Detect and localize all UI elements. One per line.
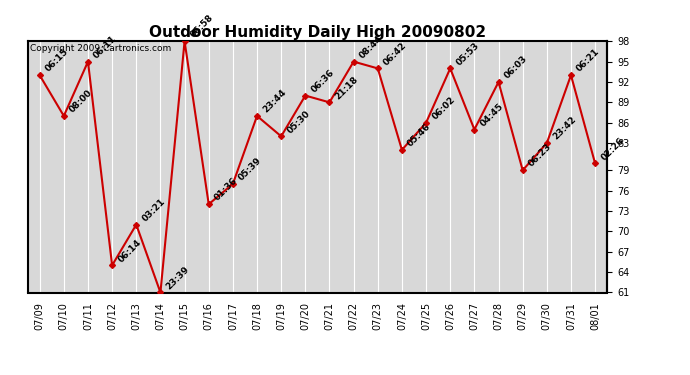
Text: 05:46: 05:46 <box>406 122 433 148</box>
Text: Copyright 2009 Cartronics.com: Copyright 2009 Cartronics.com <box>30 44 172 53</box>
Text: 06:58: 06:58 <box>189 13 215 40</box>
Text: 06:15: 06:15 <box>44 47 70 74</box>
Text: 05:39: 05:39 <box>237 156 264 183</box>
Text: 06:03: 06:03 <box>503 54 529 81</box>
Text: 06:11: 06:11 <box>92 34 119 60</box>
Text: 21:18: 21:18 <box>334 74 360 101</box>
Text: 08:00: 08:00 <box>68 88 95 114</box>
Text: 01:36: 01:36 <box>213 176 239 203</box>
Text: 03:21: 03:21 <box>141 197 167 223</box>
Text: 08:44: 08:44 <box>358 33 384 60</box>
Text: 06:36: 06:36 <box>310 68 336 94</box>
Text: 06:42: 06:42 <box>382 40 408 67</box>
Text: 23:39: 23:39 <box>165 264 191 291</box>
Text: 05:30: 05:30 <box>286 108 312 135</box>
Text: 02:26: 02:26 <box>600 136 626 162</box>
Text: 06:02: 06:02 <box>431 95 457 122</box>
Title: Outdoor Humidity Daily High 20090802: Outdoor Humidity Daily High 20090802 <box>149 25 486 40</box>
Text: 06:14: 06:14 <box>117 237 143 264</box>
Text: 23:42: 23:42 <box>551 115 578 142</box>
Text: 06:21: 06:21 <box>575 47 602 74</box>
Text: 04:45: 04:45 <box>479 102 505 128</box>
Text: 05:53: 05:53 <box>455 40 481 67</box>
Text: 06:23: 06:23 <box>527 142 553 169</box>
Text: 23:44: 23:44 <box>262 88 288 114</box>
